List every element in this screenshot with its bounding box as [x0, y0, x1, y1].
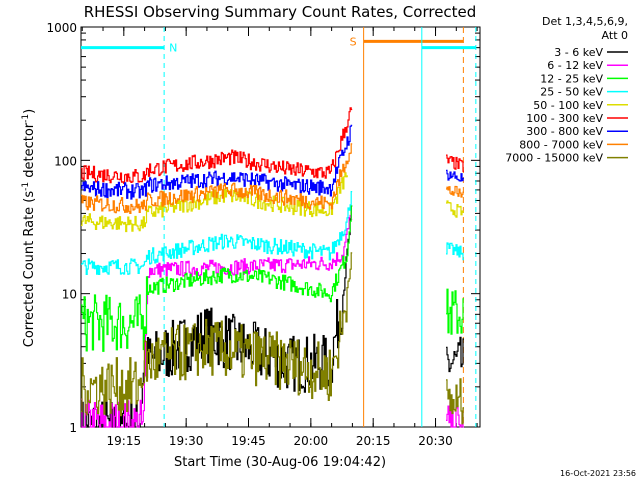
series-1	[81, 214, 464, 428]
series-line	[81, 205, 353, 352]
x-axis-label: Start Time (30-Aug-06 19:04:42)	[174, 455, 386, 470]
series-5	[81, 107, 464, 184]
legend-label: 7000 - 15000 keV	[505, 152, 603, 165]
series-2	[81, 205, 464, 352]
series-line-late	[446, 185, 464, 198]
x-tick-label: 20:00	[294, 434, 329, 448]
legend-label: 3 - 6 keV	[554, 46, 603, 59]
legend-label: 12 - 25 keV	[540, 72, 603, 85]
y-tick-label: 1000	[46, 21, 77, 35]
series-7	[81, 143, 464, 214]
series-8	[81, 252, 464, 425]
plot-frame	[80, 26, 481, 428]
legend-label: 300 - 800 keV	[526, 125, 603, 138]
x-tick-label: 20:30	[418, 434, 453, 448]
x-tick-label: 20:15	[356, 434, 391, 448]
y-tick-label: 10	[62, 288, 77, 302]
series-line	[81, 252, 353, 417]
series-line-late	[446, 200, 464, 218]
y-axis-label: Corrected Count Rate (s-1 detector-1)	[21, 109, 37, 347]
legend-label: 25 - 50 keV	[540, 86, 603, 99]
series-line-late	[446, 400, 464, 428]
series-line-late	[446, 242, 464, 261]
legend-header-1: Det 1,3,4,5,6,9,	[542, 15, 628, 28]
series-line-late	[446, 336, 464, 373]
timestamp: 16-Oct-2021 23:56	[560, 469, 636, 478]
series-4	[81, 172, 464, 233]
x-tick-label: 19:30	[169, 434, 204, 448]
legend-label: 100 - 300 keV	[526, 112, 603, 125]
legend-label: 800 - 7000 keV	[519, 138, 603, 151]
x-tick-label: 19:45	[231, 434, 266, 448]
series-line-late	[446, 154, 464, 172]
series-line-late	[446, 169, 464, 182]
legend-header-2: Att 0	[602, 29, 628, 42]
plot-area: 1 10 100 1000 19:15 19:30 19:45 20:00 20:15 20:3…	[46, 21, 481, 448]
series-line	[81, 191, 353, 275]
chart-title: RHESSI Observing Summary Count Rates, Co…	[84, 3, 477, 21]
series-line-late	[446, 378, 464, 425]
x-tick-label: 19:15	[107, 434, 142, 448]
y-tick-label: 1	[69, 421, 77, 435]
y-tick-label: 100	[54, 154, 77, 168]
night-label: N	[169, 42, 177, 55]
series-line-late	[446, 288, 464, 335]
series-3	[81, 191, 464, 275]
saa-label: S	[350, 35, 357, 48]
series-line	[81, 124, 353, 200]
legend-label: 50 - 100 keV	[533, 99, 603, 112]
legend-label: 6 - 12 keV	[547, 59, 603, 72]
series-line	[81, 214, 353, 428]
series-line	[81, 107, 353, 184]
series-line	[81, 143, 353, 214]
series-6	[81, 124, 464, 200]
series-line	[81, 172, 348, 233]
